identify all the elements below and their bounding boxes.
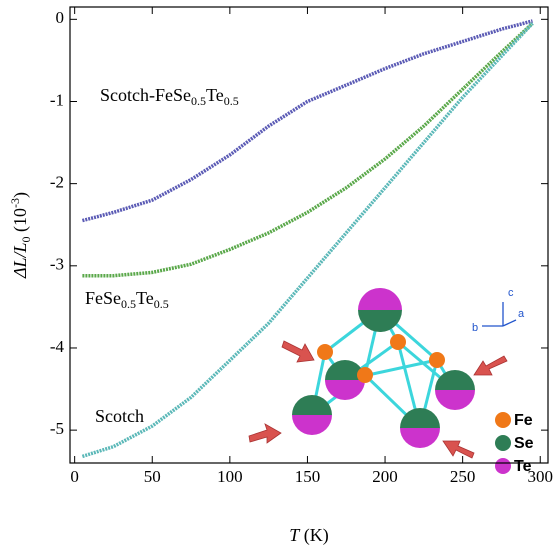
x-axis-label: T (K) [289,525,329,546]
series-label: FeSe0.5Te0.5 [85,288,169,311]
y-label-part: ΔL/L [10,242,30,279]
y-label-part: ) [10,192,31,198]
series-label: Scotch-FeSe0.5Te0.5 [100,85,239,108]
x-tick-label: 250 [450,467,476,486]
inset-legend: Fe Se Te [495,412,534,475]
y-tick-label: -4 [50,337,65,356]
axis-b: b [472,322,478,334]
axis-a: a [518,308,525,320]
x-tick-label: 0 [70,467,79,486]
y-tick-label: -2 [50,173,64,192]
atoms [292,288,475,448]
y-label-part: -3 [8,198,22,208]
chart: c b a Fe Se Te 0 50 100 150 200 250 300 0 -1 -2 -3… [0,0,559,550]
legend-se: Se [514,435,534,452]
y-label-part: (10 [10,208,31,237]
y-tick-label: 0 [56,8,65,27]
x-tick-label: 50 [144,467,161,486]
series-line [82,21,532,221]
series-line [82,23,532,275]
y-tick-label: -5 [50,419,64,438]
y-axis-label: ΔL/L0 (10-3) [8,192,33,279]
series-label: Scotch [95,406,144,426]
x-tick-label: 200 [372,467,398,486]
y-tick-label: -1 [50,90,64,109]
x-tick-label: 100 [217,467,243,486]
crystal-structure-inset: c b a Fe Se Te [249,287,534,475]
x-tick-label: 300 [527,467,553,486]
inset-axes: c b a [472,287,525,334]
plot-frame [70,7,548,463]
y-tick-label: -3 [50,255,64,274]
x-tick-label: 150 [295,467,321,486]
legend-fe: Fe [514,412,533,429]
axis-c: c [508,287,514,299]
